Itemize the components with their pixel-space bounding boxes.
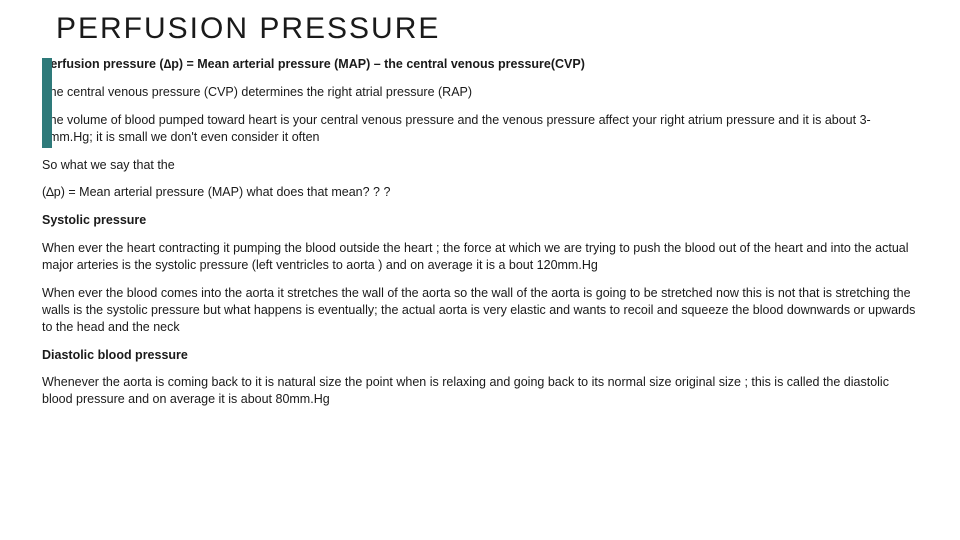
page-title: PERFUSION PRESSURE bbox=[56, 12, 918, 46]
formula-line: Perfusion pressure (∆p) = Mean arterial … bbox=[42, 56, 918, 73]
body-content: Perfusion pressure (∆p) = Mean arterial … bbox=[42, 56, 918, 408]
so-what-line: So what we say that the bbox=[42, 157, 918, 174]
accent-bar bbox=[42, 58, 52, 148]
systolic-paragraph-2: When ever the blood comes into the aorta… bbox=[42, 285, 918, 336]
slide-container: PERFUSION PRESSURE Perfusion pressure (∆… bbox=[0, 0, 960, 439]
systolic-paragraph-1: When ever the heart contracting it pumpi… bbox=[42, 240, 918, 274]
systolic-heading: Systolic pressure bbox=[42, 212, 918, 229]
cvp-line: The central venous pressure (CVP) determ… bbox=[42, 84, 918, 101]
volume-line: The volume of blood pumped toward heart … bbox=[42, 112, 918, 146]
diastolic-paragraph-1: Whenever the aorta is coming back to it … bbox=[42, 374, 918, 408]
delta-line: (∆p) = Mean arterial pressure (MAP) what… bbox=[42, 184, 918, 201]
diastolic-heading: Diastolic blood pressure bbox=[42, 347, 918, 364]
